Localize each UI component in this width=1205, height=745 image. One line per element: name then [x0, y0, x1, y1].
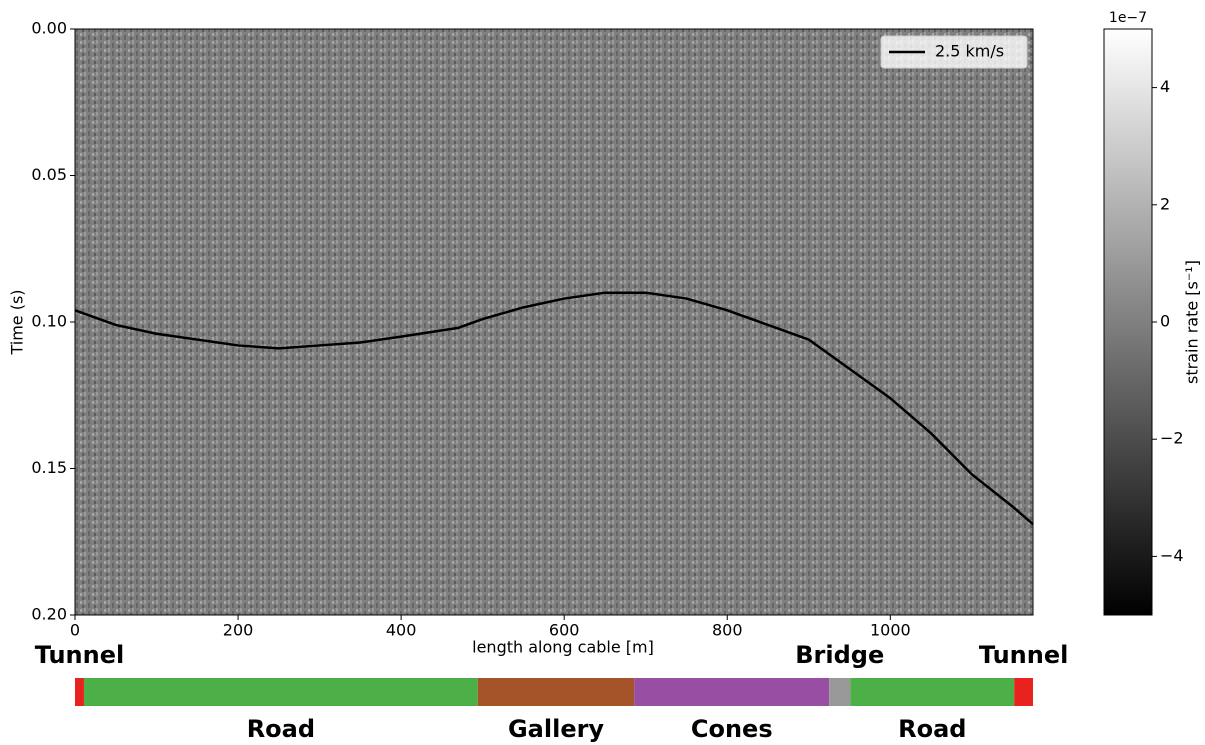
segment [634, 678, 829, 706]
x-tick-label: 400 [386, 621, 417, 640]
segment [1014, 678, 1033, 706]
colorbar-tick-label: −4 [1160, 546, 1184, 565]
y-axis-label: Time (s) [8, 289, 27, 355]
segment [829, 678, 850, 706]
y-tick-label: 0.15 [31, 458, 67, 477]
segment [850, 678, 1014, 706]
segment-label: Road [898, 715, 966, 743]
segment-label: Road [247, 715, 315, 743]
y-tick-label: 0.05 [31, 165, 67, 184]
x-tick-label: 1000 [870, 621, 911, 640]
segment-label: Bridge [795, 641, 884, 669]
colorbar-tick-label: 2 [1160, 194, 1170, 213]
chart: length along cable [m] Time (s) strain r… [0, 0, 1205, 745]
segment [478, 678, 635, 706]
x-tick-label: 600 [549, 621, 580, 640]
segment-label: Gallery [508, 715, 604, 743]
x-tick-label: 800 [712, 621, 743, 640]
x-axis-label: length along cable [m] [472, 638, 654, 657]
y-tick-label: 0.00 [31, 19, 67, 38]
segment [75, 678, 84, 706]
strain-image [75, 29, 1033, 615]
colorbar-tick-label: −2 [1160, 429, 1184, 448]
legend-label: 2.5 km/s [935, 42, 1004, 61]
segment-label: Tunnel [979, 641, 1069, 669]
segment-label: Cones [691, 715, 773, 743]
x-tick-label: 200 [223, 621, 254, 640]
y-tick-label: 0.10 [31, 312, 67, 331]
colorbar-tick-label: 0 [1160, 312, 1170, 331]
colorbar-offset: 1e−7 [1109, 10, 1147, 26]
segment [84, 678, 478, 706]
segment-label: Tunnel [35, 641, 125, 669]
y-tick-label: 0.20 [31, 605, 67, 624]
colorbar-tick-label: 4 [1160, 77, 1170, 96]
colorbar [1104, 29, 1152, 615]
x-tick-label: 0 [70, 621, 80, 640]
colorbar-label: strain rate [s⁻¹] [1183, 260, 1202, 384]
